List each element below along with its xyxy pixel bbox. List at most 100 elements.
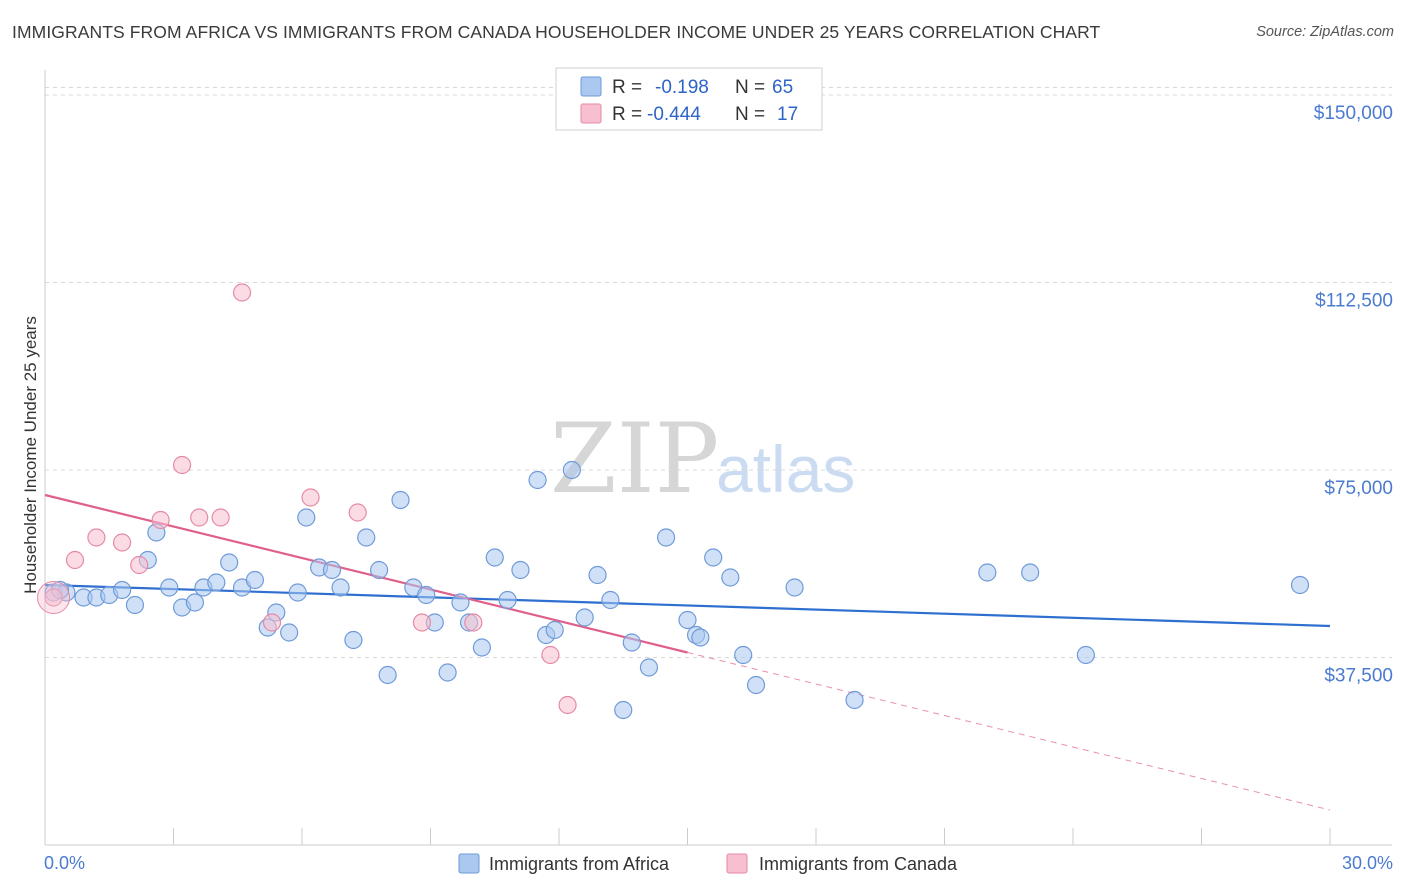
legend-n-value-africa: 65 [772, 77, 793, 98]
africa-point [160, 578, 179, 597]
africa-point [391, 490, 410, 510]
x-tick-label-max: 30.0% [1342, 853, 1393, 873]
africa-point [562, 460, 581, 480]
chart-title: IMMIGRANTS FROM AFRICA VS IMMIGRANTS FRO… [12, 22, 1101, 42]
africa-point [357, 528, 376, 547]
trend-line-extension-canada [687, 652, 1331, 811]
legend-swatch-canada [580, 103, 602, 124]
africa-point [511, 560, 530, 580]
africa-point [1076, 645, 1095, 665]
africa-point [978, 563, 997, 582]
africa-point [344, 630, 363, 650]
africa-point [245, 570, 264, 590]
legend-n-value-canada: 17 [777, 104, 798, 125]
correlation-legend: R = -0.198 N = 65 R = -0.444 N = 17 [555, 67, 823, 131]
watermark-zip: ZIP [550, 403, 719, 515]
africa-point [370, 560, 389, 580]
canada-point [44, 588, 63, 607]
y-tick-labels: $37,500 $75,000 $112,500 $150,000 [1314, 103, 1393, 687]
canada-point [130, 555, 149, 575]
africa-point [545, 620, 564, 640]
x-tick-marks [44, 828, 1331, 845]
canada-point [412, 613, 432, 632]
africa-point [112, 580, 132, 600]
africa-point [417, 585, 436, 605]
africa-point [785, 578, 804, 597]
africa-point [280, 623, 299, 642]
canada-point [232, 283, 252, 302]
canada-point [301, 488, 320, 507]
source-label: Source: ZipAtlas.com [1256, 24, 1394, 40]
series-legend-label-africa: Immigrants from Africa [489, 854, 670, 874]
africa-point [721, 568, 740, 587]
legend-r-label-africa: R = [612, 77, 642, 98]
legend-n-label-africa: N = [735, 77, 765, 98]
y-tick-label: $112,500 [1315, 291, 1393, 312]
canada-point [65, 550, 85, 570]
canada-point [112, 533, 132, 552]
africa-point [845, 690, 864, 710]
africa-point [498, 590, 517, 610]
canada-point [262, 613, 282, 632]
africa-point [528, 470, 547, 490]
watermark-atlas: atlas [716, 432, 855, 506]
x-tick-label-min: 0.0% [44, 853, 85, 873]
y-axis-label: Householder Income Under 25 years [21, 316, 40, 594]
canada-point [87, 528, 106, 547]
africa-point [438, 663, 457, 682]
canada-point [190, 508, 209, 527]
canada-point [464, 613, 483, 632]
africa-point [656, 528, 676, 547]
canada-point-large [37, 581, 71, 614]
africa-point [485, 548, 504, 567]
africa-point [288, 583, 307, 602]
africa-point [601, 590, 620, 610]
africa-point [1021, 563, 1040, 582]
canada-point [151, 510, 170, 530]
series-legend-label-canada: Immigrants from Canada [759, 854, 958, 874]
data-points [37, 283, 1310, 720]
africa-point [331, 578, 350, 597]
y-tick-label: $37,500 [1324, 666, 1393, 687]
legend-swatch-africa [580, 76, 602, 97]
series-legend-swatch-canada [726, 853, 748, 874]
africa-point [639, 658, 659, 677]
grid-lines [45, 87, 1392, 658]
africa-point [622, 633, 641, 652]
africa-point [125, 595, 145, 615]
legend-r-value-canada: -0.444 [647, 104, 701, 125]
africa-point [220, 553, 239, 572]
canada-point [172, 455, 192, 475]
watermark: ZIP atlas [550, 403, 855, 515]
africa-point [378, 665, 397, 685]
africa-point [322, 560, 342, 580]
africa-point [185, 593, 205, 612]
africa-point [451, 593, 470, 612]
africa-point [575, 608, 594, 627]
africa-point [704, 548, 723, 567]
legend-r-label-canada: R = [612, 104, 642, 125]
africa-point [1290, 575, 1310, 595]
africa-point [691, 628, 710, 647]
africa-point [614, 700, 633, 720]
legend-r-value-africa: -0.198 [655, 77, 709, 98]
series-legend-swatch-africa [458, 853, 480, 874]
trend-lines [44, 493, 1331, 811]
africa-point [734, 645, 753, 665]
series-canada [44, 283, 577, 715]
y-tick-label: $75,000 [1324, 478, 1393, 499]
canada-point [558, 695, 577, 715]
series-legend: Immigrants from Africa Immigrants from C… [458, 853, 958, 874]
y-tick-label: $150,000 [1314, 103, 1393, 124]
africa-point [588, 565, 607, 585]
africa-point [297, 508, 316, 527]
legend-n-label-canada: N = [735, 104, 765, 125]
trend-line-africa [44, 583, 1331, 628]
africa-point [678, 610, 697, 630]
canada-point [211, 508, 230, 527]
africa-point [207, 573, 226, 592]
canada-point [541, 645, 560, 665]
canada-point [348, 503, 367, 522]
africa-point [472, 638, 491, 657]
